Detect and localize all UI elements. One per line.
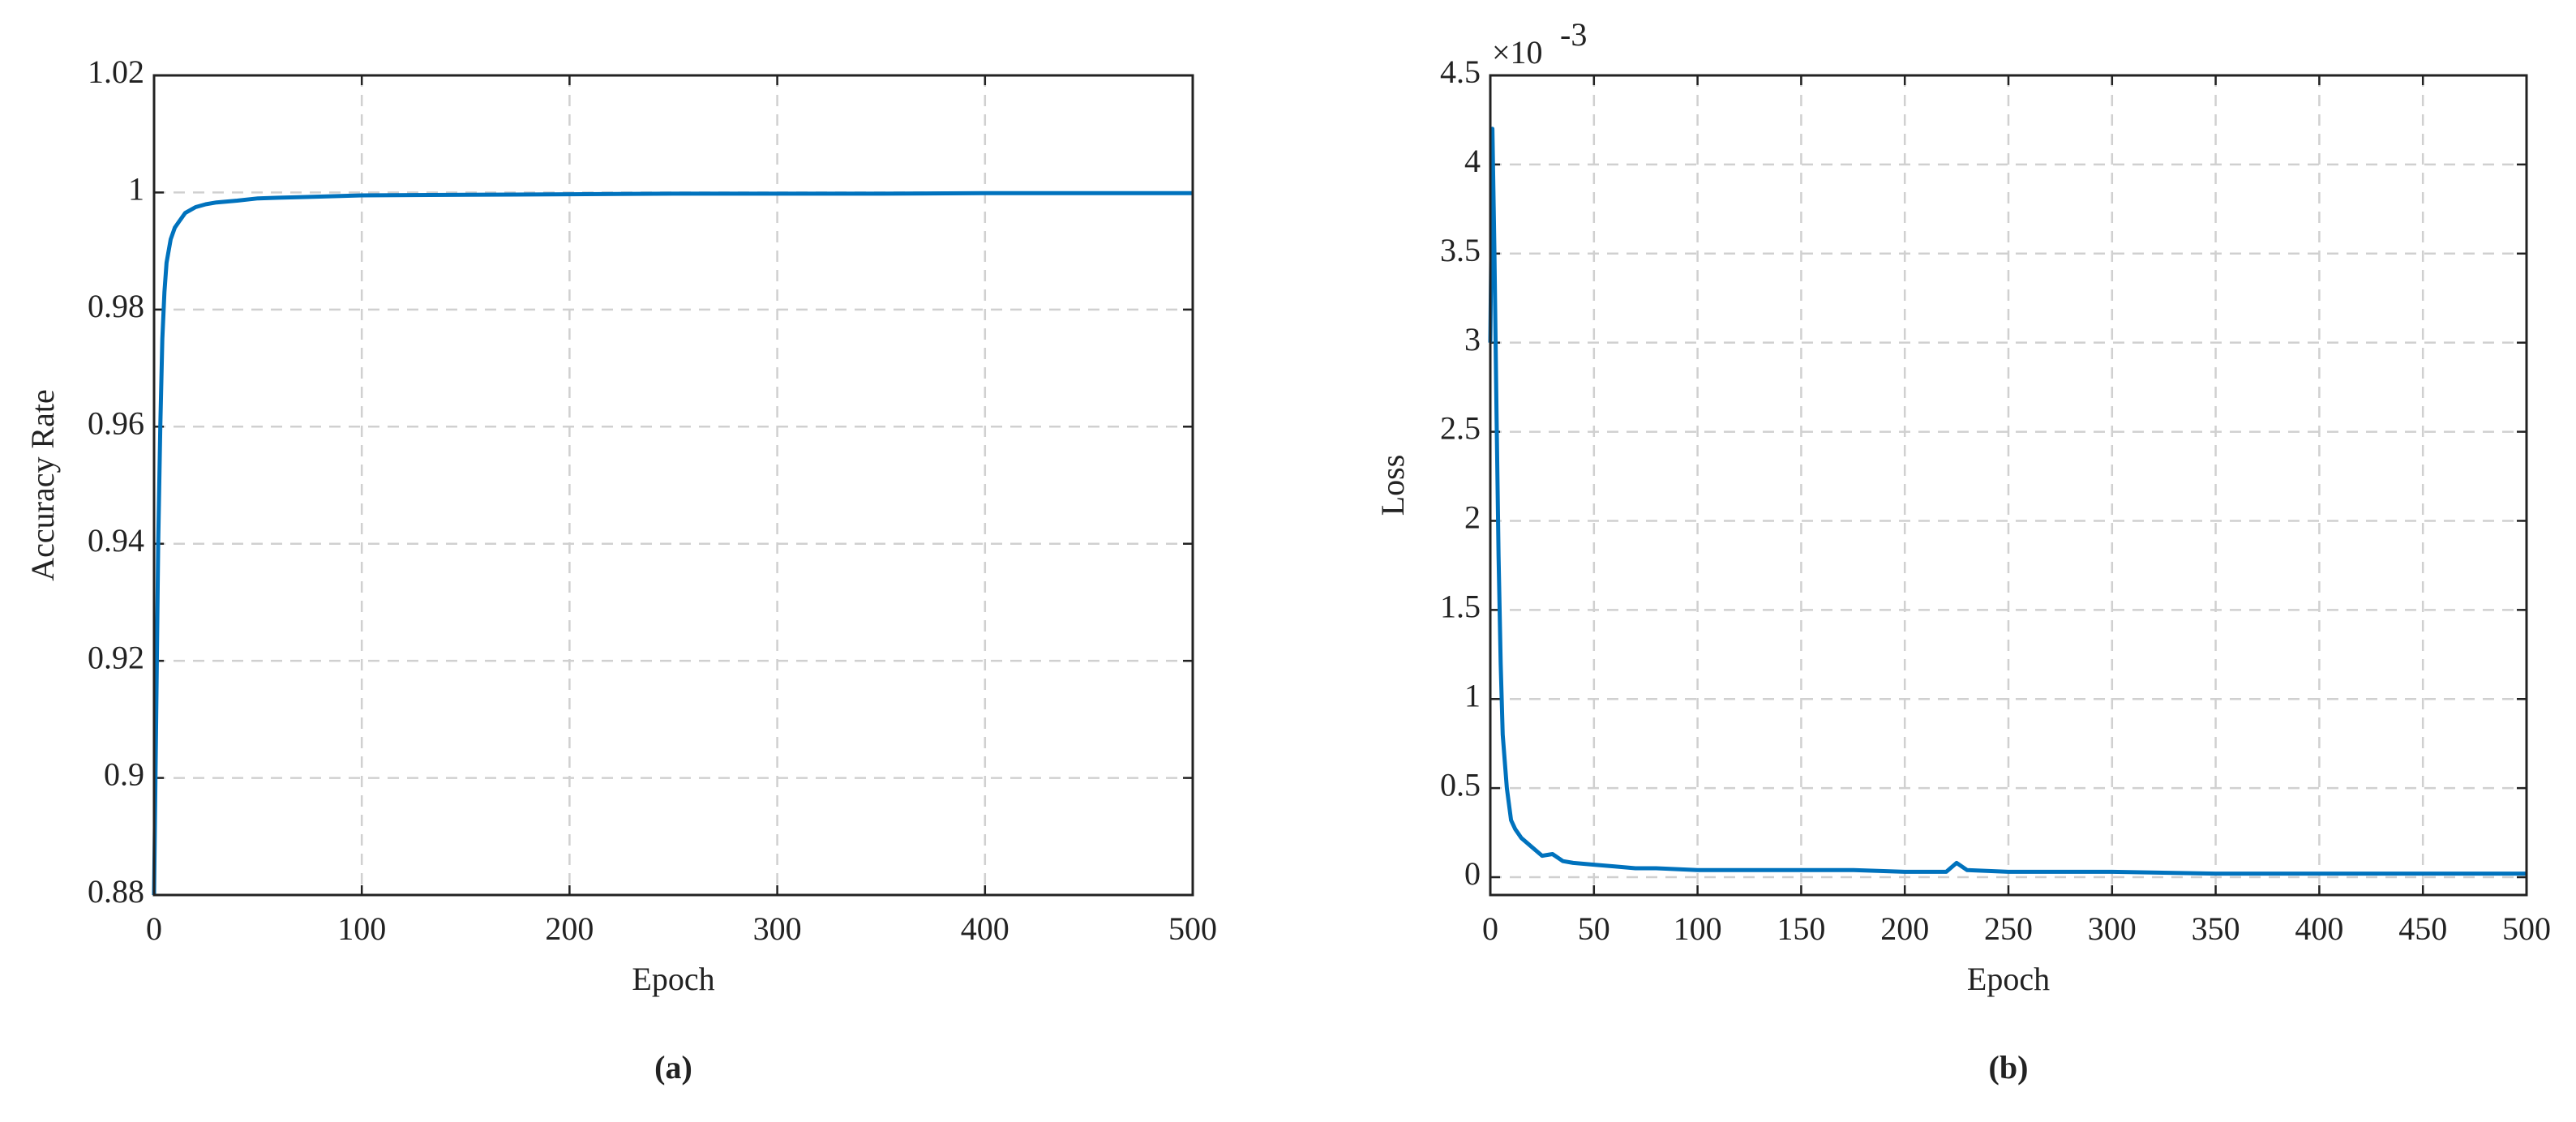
- y-tick-label: 4: [1464, 143, 1481, 179]
- y-tick-label: 0.5: [1440, 766, 1481, 803]
- axis-multiplier: ×10: [1492, 34, 1543, 71]
- axis-exponent: -3: [1560, 16, 1587, 53]
- y-tick-label: 3: [1464, 321, 1481, 358]
- y-tick-label: 0.94: [88, 522, 144, 559]
- y-tick-label: 2.5: [1440, 410, 1481, 447]
- x-tick-label: 0: [1482, 910, 1498, 947]
- data-line: [1488, 126, 2527, 876]
- y-tick-label: 1: [1464, 677, 1481, 713]
- x-axis-label: Epoch: [1967, 961, 2050, 997]
- x-tick-label: 300: [753, 910, 802, 947]
- x-tick-label: 200: [1880, 910, 1929, 947]
- x-tick-label: 150: [1777, 910, 1825, 947]
- y-tick-label: 0.92: [88, 639, 144, 675]
- x-tick-label: 450: [2398, 910, 2447, 947]
- caption: (b): [1989, 1049, 2029, 1086]
- x-tick-label: 500: [1168, 910, 1217, 947]
- y-tick-label: 1.5: [1440, 589, 1481, 625]
- y-tick-label: 0: [1464, 855, 1481, 892]
- y-tick-label: 4.5: [1440, 54, 1481, 90]
- x-tick-label: 50: [1578, 910, 1610, 947]
- plot-frame: [152, 74, 1194, 897]
- data-line: [152, 191, 1193, 896]
- y-tick-label: 0.96: [88, 405, 144, 441]
- x-tick-label: 400: [961, 910, 1009, 947]
- plot-frame: [1489, 74, 2528, 897]
- y-tick-label: 0.9: [104, 756, 144, 793]
- x-axis-label: Epoch: [632, 961, 714, 997]
- x-tick-label: 300: [2088, 910, 2137, 947]
- y-axis-label: Accuracy Rate: [24, 389, 61, 581]
- y-axis-label: Loss: [1374, 455, 1411, 516]
- x-tick-label: 500: [2502, 910, 2551, 947]
- x-tick-label: 400: [2295, 910, 2343, 947]
- y-tick-label: 0.98: [88, 288, 144, 324]
- caption: (a): [654, 1049, 692, 1086]
- x-tick-label: 100: [1674, 910, 1722, 947]
- y-tick-label: 1.02: [88, 54, 144, 90]
- x-tick-label: 350: [2192, 910, 2240, 947]
- y-tick-label: 2: [1464, 499, 1481, 536]
- y-tick-label: 0.88: [88, 873, 144, 910]
- y-tick-label: 1: [128, 171, 144, 208]
- x-tick-label: 0: [146, 910, 162, 947]
- x-tick-label: 200: [545, 910, 594, 947]
- x-tick-label: 250: [1984, 910, 2033, 947]
- x-tick-label: 100: [337, 910, 386, 947]
- y-tick-label: 3.5: [1440, 232, 1481, 268]
